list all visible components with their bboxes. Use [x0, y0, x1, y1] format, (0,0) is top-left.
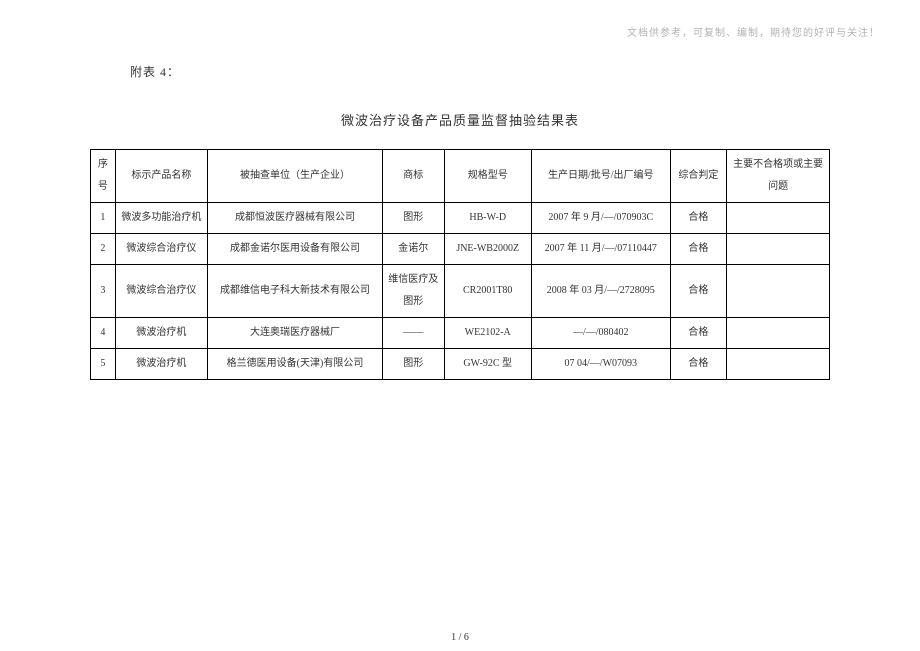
cell-brand: 图形: [382, 203, 444, 234]
table-row: 2 微波综合治疗仪 成都金诺尔医用设备有限公司 金诺尔 JNE-WB2000Z …: [91, 234, 830, 265]
cell-date: —/—/080402: [531, 318, 670, 349]
cell-issue: [727, 234, 830, 265]
header-note: 文档供参考，可复制、编制，期待您的好评与关注！: [40, 24, 880, 39]
cell-name: 微波多功能治疗机: [115, 203, 208, 234]
col-header-model: 规格型号: [444, 150, 531, 203]
cell-name: 微波治疗机: [115, 318, 208, 349]
results-table: 序号 标示产品名称 被抽查单位（生产企业） 商标 规格型号 生产日期/批号/出厂…: [90, 149, 830, 380]
cell-issue: [727, 318, 830, 349]
document-page: 文档供参考，可复制、编制，期待您的好评与关注！ 附表 4： 微波治疗设备产品质量…: [0, 0, 920, 651]
cell-name: 微波治疗机: [115, 349, 208, 380]
col-header-issue: 主要不合格项或主要问题: [727, 150, 830, 203]
cell-idx: 3: [91, 265, 116, 318]
cell-date: 2007 年 9 月/—/070903C: [531, 203, 670, 234]
cell-name: 微波综合治疗仪: [115, 265, 208, 318]
table-row: 1 微波多功能治疗机 成都恒波医疗器械有限公司 图形 HB-W-D 2007 年…: [91, 203, 830, 234]
cell-idx: 1: [91, 203, 116, 234]
cell-unit: 大连奥瑞医疗器械厂: [208, 318, 383, 349]
cell-brand: ——: [382, 318, 444, 349]
page-title: 微波治疗设备产品质量监督抽验结果表: [40, 110, 880, 129]
cell-unit: 格兰德医用设备(天津)有限公司: [208, 349, 383, 380]
cell-issue: [727, 265, 830, 318]
cell-idx: 5: [91, 349, 116, 380]
cell-date: 2008 年 03 月/—/2728095: [531, 265, 670, 318]
cell-judge: 合格: [670, 265, 727, 318]
cell-judge: 合格: [670, 234, 727, 265]
col-header-brand: 商标: [382, 150, 444, 203]
col-header-judge: 综合判定: [670, 150, 727, 203]
cell-idx: 2: [91, 234, 116, 265]
cell-judge: 合格: [670, 349, 727, 380]
cell-judge: 合格: [670, 318, 727, 349]
cell-model: WE2102-A: [444, 318, 531, 349]
page-number: 1 / 6: [0, 632, 920, 643]
cell-date: 2007 年 11 月/—/07110447: [531, 234, 670, 265]
cell-idx: 4: [91, 318, 116, 349]
cell-judge: 合格: [670, 203, 727, 234]
attachment-label: 附表 4：: [130, 63, 880, 80]
cell-model: CR2001T80: [444, 265, 531, 318]
table-row: 4 微波治疗机 大连奥瑞医疗器械厂 —— WE2102-A —/—/080402…: [91, 318, 830, 349]
cell-unit: 成都维信电子科大新技术有限公司: [208, 265, 383, 318]
cell-name: 微波综合治疗仪: [115, 234, 208, 265]
cell-date: 07 04/—/W07093: [531, 349, 670, 380]
cell-unit: 成都恒波医疗器械有限公司: [208, 203, 383, 234]
cell-issue: [727, 349, 830, 380]
cell-model: HB-W-D: [444, 203, 531, 234]
col-header-unit: 被抽查单位（生产企业）: [208, 150, 383, 203]
table-row: 5 微波治疗机 格兰德医用设备(天津)有限公司 图形 GW-92C 型 07 0…: [91, 349, 830, 380]
cell-brand: 金诺尔: [382, 234, 444, 265]
table-row: 3 微波综合治疗仪 成都维信电子科大新技术有限公司 维信医疗及图形 CR2001…: [91, 265, 830, 318]
cell-model: GW-92C 型: [444, 349, 531, 380]
cell-model: JNE-WB2000Z: [444, 234, 531, 265]
results-table-wrap: 序号 标示产品名称 被抽查单位（生产企业） 商标 规格型号 生产日期/批号/出厂…: [90, 149, 830, 380]
col-header-index: 序号: [91, 150, 116, 203]
cell-unit: 成都金诺尔医用设备有限公司: [208, 234, 383, 265]
table-header-row: 序号 标示产品名称 被抽查单位（生产企业） 商标 规格型号 生产日期/批号/出厂…: [91, 150, 830, 203]
table-body: 1 微波多功能治疗机 成都恒波医疗器械有限公司 图形 HB-W-D 2007 年…: [91, 203, 830, 380]
cell-brand: 图形: [382, 349, 444, 380]
cell-brand: 维信医疗及图形: [382, 265, 444, 318]
cell-issue: [727, 203, 830, 234]
col-header-name: 标示产品名称: [115, 150, 208, 203]
col-header-date: 生产日期/批号/出厂编号: [531, 150, 670, 203]
